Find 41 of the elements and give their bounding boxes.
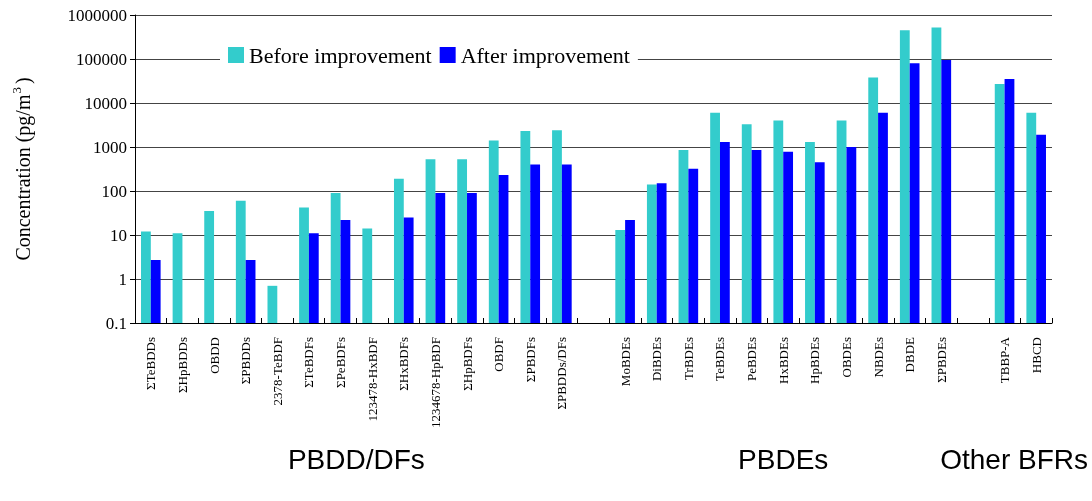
y-tick-label: 10000	[84, 93, 127, 113]
x-tick-label: ΣTeBDFs	[301, 337, 317, 388]
x-tick-label: ΣTeBDDs	[143, 337, 159, 390]
x-tick-label: ΣHpBDFs	[459, 337, 475, 391]
x-tick-label: ΣPBDDs/DFs	[554, 337, 570, 410]
y-tick-label: 0.1	[105, 313, 127, 333]
x-tick-label: OBDD	[206, 337, 222, 374]
legend-label: After improvement	[460, 42, 630, 68]
x-tick-label: OBDF	[491, 337, 507, 372]
x-tick-label: HBCD	[1028, 337, 1044, 374]
y-tick-label: 1000	[93, 137, 127, 157]
x-tick-label: ΣPBDFs	[522, 337, 538, 383]
x-tick-label: NBDEs	[870, 337, 886, 378]
x-tick-label: HpBDEs	[807, 337, 823, 384]
x-tick-label: OBDEs	[838, 337, 854, 378]
text: PBDD/DFs	[287, 443, 425, 475]
y-tick-label: 10	[110, 225, 127, 245]
x-tick-label: MoBDEs	[617, 337, 633, 387]
x-tick-label: ΣHxBDFs	[396, 337, 412, 391]
x-tick-label: ΣPBDEs	[933, 337, 949, 383]
y-tick-label: 100	[101, 181, 127, 201]
x-tick-label: 1234678-HpBDF	[427, 337, 443, 429]
x-tick-label: DBDE	[902, 336, 918, 373]
x-tick-label: ΣHpBDDs	[174, 337, 190, 393]
x-tick-label: TBBP-A	[997, 336, 1013, 384]
x-tick-label: HxBDEs	[775, 337, 791, 384]
y-tick-label: 100000	[76, 49, 127, 69]
legend-label: Before improvement	[249, 42, 432, 68]
text: Other BFRs	[940, 443, 1088, 475]
y-axis-title: Concentration (pg/m3)	[9, 77, 35, 261]
x-tick-label: 123478-HxBDF	[364, 337, 380, 422]
x-tick-label: DiBDEs	[649, 337, 665, 382]
text: PBDEs	[738, 443, 829, 475]
x-tick-label: TrBDEs	[680, 337, 696, 380]
x-tick-label: ΣPeBDFs	[333, 337, 349, 388]
y-tick-label: 1000000	[67, 5, 127, 25]
x-tick-label: 2378-TeBDF	[269, 337, 285, 406]
x-tick-label: ΣPBDDs	[238, 337, 254, 385]
x-tick-label: TeBDEs	[712, 337, 728, 381]
y-tick-label: 1	[118, 269, 127, 289]
x-tick-label: PeBDEs	[744, 337, 760, 382]
